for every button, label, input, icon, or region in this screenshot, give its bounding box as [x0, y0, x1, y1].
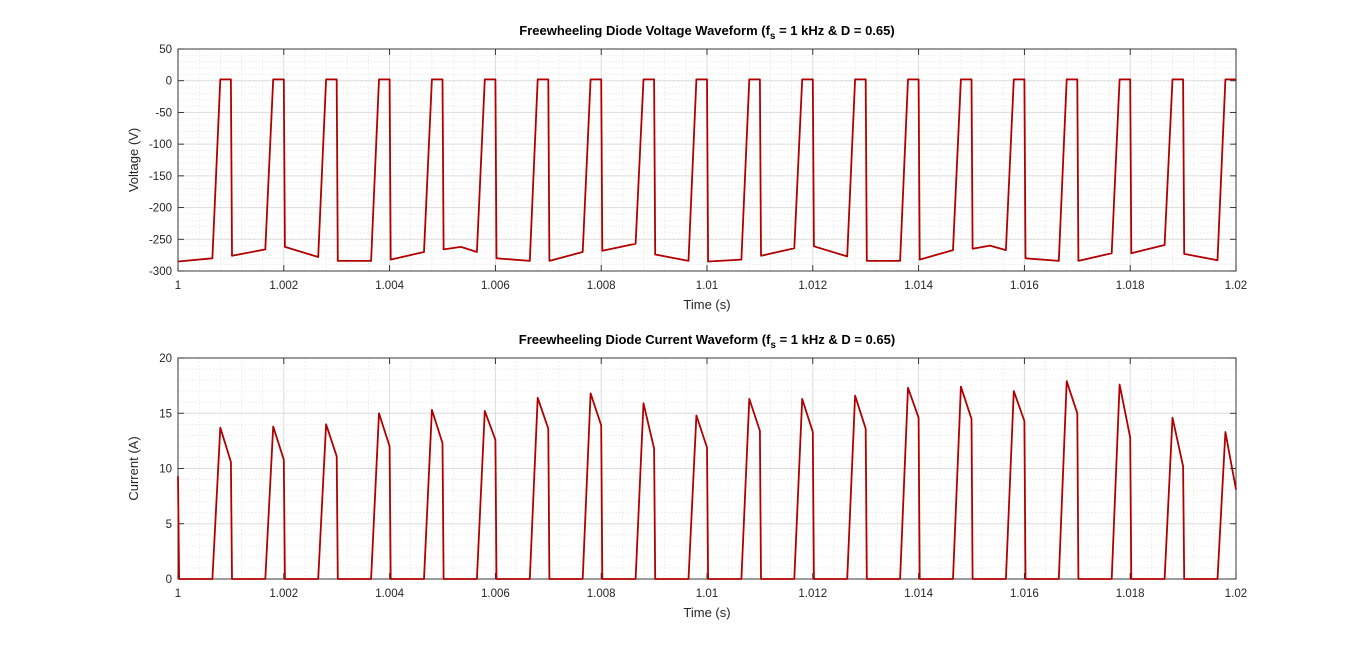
current-x-tick-label: 1.004 [375, 588, 404, 600]
voltage-x-tick-label: 1.016 [1010, 280, 1039, 292]
current-x-tick-label: 1.018 [1116, 588, 1145, 600]
voltage-y-tick-label: -50 [155, 107, 172, 119]
current-x-tick-label: 1 [175, 588, 181, 600]
voltage-y-tick-label: 0 [166, 76, 172, 88]
voltage-y-tick-label: -200 [149, 203, 172, 215]
current-x-axis-label: Time (s) [683, 605, 730, 620]
voltage-x-axis-label: Time (s) [683, 297, 730, 312]
current-y-tick-label: 0 [166, 574, 172, 586]
voltage-x-tick-label: 1.01 [696, 280, 718, 292]
voltage-x-tick-label: 1.02 [1225, 280, 1247, 292]
voltage-x-tick-label: 1 [175, 280, 181, 292]
current-x-tick-label: 1.016 [1010, 588, 1039, 600]
voltage-trace [177, 78, 1236, 263]
current-ticks: 1 1.002 1.004 1.006 1.008 1.01 1.012 1.014 1.016… [159, 353, 1247, 600]
current-y-tick-label: 10 [159, 464, 172, 476]
voltage-y-axis-label: Voltage (V) [126, 128, 141, 192]
current-x-tick-label: 1.014 [904, 588, 933, 600]
current-x-tick-label: 1.002 [269, 588, 298, 600]
voltage-series-line [177, 78, 1236, 263]
voltage-x-tick-label: 1.006 [481, 280, 510, 292]
current-y-tick-label: 5 [166, 519, 172, 531]
current-x-tick-label: 1.008 [587, 588, 616, 600]
voltage-y-tick-label: -100 [149, 139, 172, 151]
current-y-axis-label: Current (A) [126, 436, 141, 500]
voltage-y-tick-label: -250 [149, 234, 172, 246]
current-y-tick-label: 15 [159, 408, 172, 420]
voltage-x-tick-label: 1.002 [269, 280, 298, 292]
current-x-tick-label: 1.006 [481, 588, 510, 600]
current-x-tick-label: 1.012 [798, 588, 827, 600]
current-trace [177, 380, 1237, 580]
voltage-x-tick-label: 1.014 [904, 280, 933, 292]
voltage-x-tick-label: 1.004 [375, 280, 404, 292]
voltage-chart-title: Freewheeling Diode Voltage Waveform (fs … [519, 23, 894, 42]
current-chart-title: Freewheeling Diode Current Waveform (fs … [519, 332, 895, 351]
voltage-x-tick-label: 1.008 [587, 280, 616, 292]
voltage-y-tick-label: 50 [159, 44, 172, 56]
voltage-x-tick-label: 1.012 [798, 280, 827, 292]
voltage-ticks: 1 1.002 1.004 1.006 1.008 1.01 1.012 1.014 1.016… [149, 44, 1247, 292]
current-y-tick-label: 20 [159, 353, 172, 365]
voltage-axes: 1 1.002 1.004 1.006 1.008 1.01 1.012 1.014 1.016… [126, 23, 1247, 312]
voltage-x-tick-label: 1.018 [1116, 280, 1145, 292]
current-axes: 1 1.002 1.004 1.006 1.008 1.01 1.012 1.014 1.016… [126, 332, 1247, 620]
current-x-tick-label: 1.02 [1225, 588, 1247, 600]
current-series-line [177, 380, 1237, 580]
voltage-y-tick-label: -300 [149, 266, 172, 278]
voltage-y-tick-label: -150 [149, 171, 172, 183]
current-x-tick-label: 1.01 [696, 588, 718, 600]
